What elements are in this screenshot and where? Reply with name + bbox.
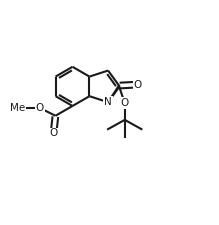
Text: O: O	[133, 80, 142, 90]
Text: N: N	[104, 97, 112, 107]
Text: O: O	[36, 103, 44, 113]
Text: O: O	[49, 128, 58, 138]
Text: O: O	[121, 98, 129, 108]
Text: Me: Me	[10, 103, 25, 113]
